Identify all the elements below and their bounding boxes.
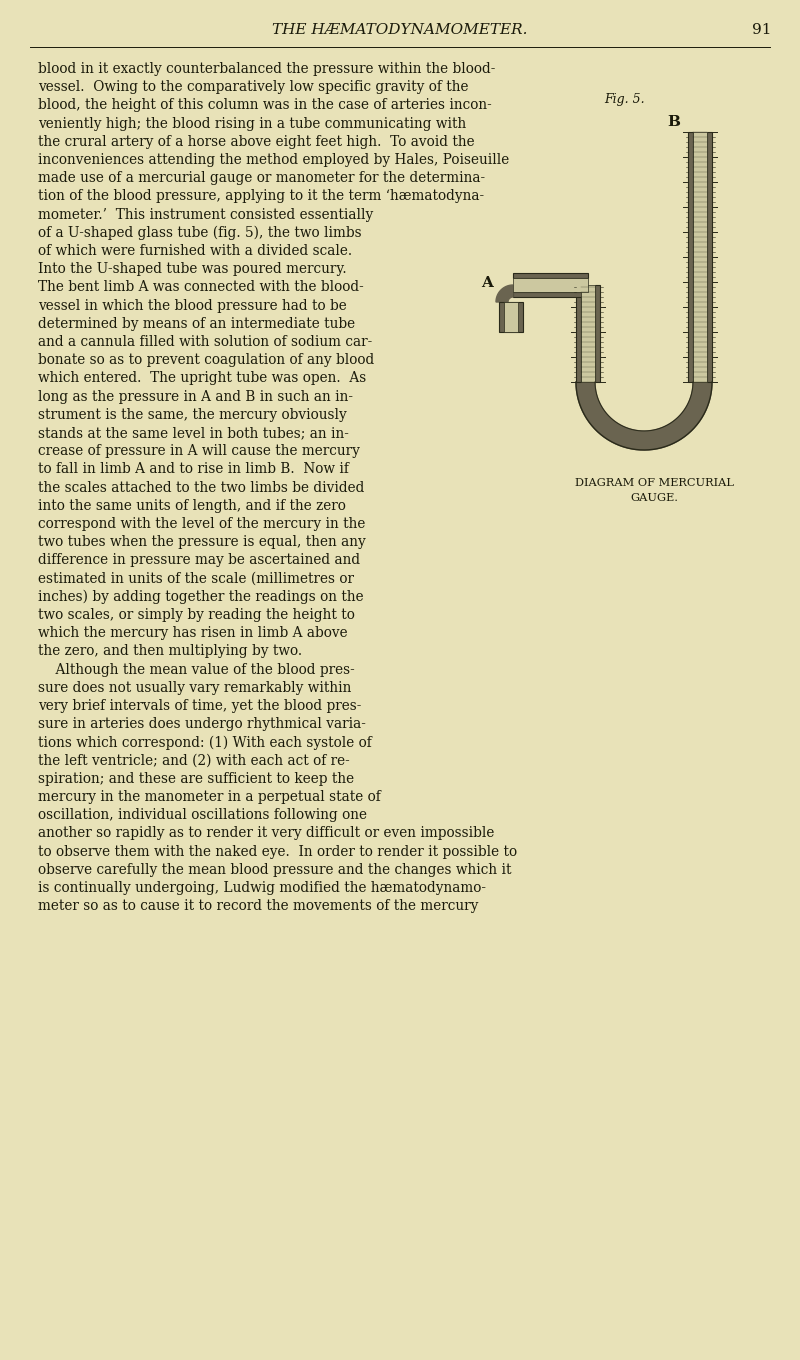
Text: mercury in the manometer in a perpetual state of: mercury in the manometer in a perpetual … [38, 790, 381, 804]
Text: long as the pressure in A and B in such an in-: long as the pressure in A and B in such … [38, 389, 353, 404]
Text: inches) by adding together the readings on the: inches) by adding together the readings … [38, 590, 364, 604]
Text: spiration; and these are sufficient to keep the: spiration; and these are sufficient to k… [38, 772, 354, 786]
Text: sure in arteries does undergo rhythmical varia-: sure in arteries does undergo rhythmical… [38, 717, 366, 732]
Text: oscillation, individual oscillations following one: oscillation, individual oscillations fol… [38, 808, 367, 823]
Text: into the same units of length, and if the zero: into the same units of length, and if th… [38, 499, 346, 513]
Bar [504, 302, 518, 332]
Text: crease of pressure in A will cause the mercury: crease of pressure in A will cause the m… [38, 445, 360, 458]
Text: strument is the same, the mercury obviously: strument is the same, the mercury obviou… [38, 408, 346, 422]
Text: meter so as to cause it to record the movements of the mercury: meter so as to cause it to record the mo… [38, 899, 478, 913]
Bar [688, 132, 693, 382]
Bar [707, 132, 712, 382]
Text: observe carefully the mean blood pressure and the changes which it: observe carefully the mean blood pressur… [38, 862, 511, 877]
Text: which the mercury has risen in limb A above: which the mercury has risen in limb A ab… [38, 626, 348, 641]
Text: made use of a mercurial gauge or manometer for the determina-: made use of a mercurial gauge or manomet… [38, 171, 485, 185]
Text: tion of the blood pressure, applying to it the term ‘hæmatodyna-: tion of the blood pressure, applying to … [38, 189, 484, 204]
Text: the zero, and then multiplying by two.: the zero, and then multiplying by two. [38, 645, 302, 658]
Bar [499, 302, 523, 332]
Text: THE HÆMATODYNAMOMETER.: THE HÆMATODYNAMOMETER. [272, 23, 528, 37]
Text: the crural artery of a horse above eight feet high.  To avoid the: the crural artery of a horse above eight… [38, 135, 474, 148]
Text: of a U-shaped glass tube (fig. 5), the two limbs: of a U-shaped glass tube (fig. 5), the t… [38, 226, 362, 241]
Text: Although the mean value of the blood pres-: Although the mean value of the blood pre… [38, 662, 354, 677]
Text: of which were furnished with a divided scale.: of which were furnished with a divided s… [38, 243, 352, 258]
Text: two scales, or simply by reading the height to: two scales, or simply by reading the hei… [38, 608, 355, 622]
Text: estimated in units of the scale (millimetres or: estimated in units of the scale (millime… [38, 571, 354, 586]
Bar [513, 292, 588, 296]
Bar [581, 286, 595, 382]
Text: determined by means of an intermediate tube: determined by means of an intermediate t… [38, 317, 355, 330]
Text: A: A [481, 276, 493, 290]
Text: difference in pressure may be ascertained and: difference in pressure may be ascertaine… [38, 554, 360, 567]
Bar [693, 132, 707, 382]
Text: another so rapidly as to render it very difficult or even impossible: another so rapidly as to render it very … [38, 827, 494, 840]
Text: and a cannula filled with solution of sodium car-: and a cannula filled with solution of so… [38, 335, 372, 350]
Text: DIAGRAM OF MERCURIAL
GAUGE.: DIAGRAM OF MERCURIAL GAUGE. [574, 477, 734, 503]
Text: stands at the same level in both tubes; an in-: stands at the same level in both tubes; … [38, 426, 349, 441]
Text: very brief intervals of time, yet the blood pres-: very brief intervals of time, yet the bl… [38, 699, 362, 713]
Text: veniently high; the blood rising in a tube communicating with: veniently high; the blood rising in a tu… [38, 117, 466, 131]
Text: B: B [667, 116, 680, 129]
Text: Fig. 5.: Fig. 5. [604, 94, 644, 106]
Text: two tubes when the pressure is equal, then any: two tubes when the pressure is equal, th… [38, 536, 366, 549]
Text: bonate so as to prevent coagulation of any blood: bonate so as to prevent coagulation of a… [38, 354, 374, 367]
Text: sure does not usually vary remarkably within: sure does not usually vary remarkably wi… [38, 681, 351, 695]
Bar [513, 273, 588, 277]
Text: to observe them with the naked eye.  In order to render it possible to: to observe them with the naked eye. In o… [38, 845, 517, 858]
Text: tions which correspond: (1) With each systole of: tions which correspond: (1) With each sy… [38, 736, 372, 749]
Text: which entered.  The upright tube was open.  As: which entered. The upright tube was open… [38, 371, 366, 385]
Text: vessel.  Owing to the comparatively low specific gravity of the: vessel. Owing to the comparatively low s… [38, 80, 469, 94]
Bar [513, 277, 588, 292]
Bar [595, 286, 600, 382]
Text: the scales attached to the two limbs be divided: the scales attached to the two limbs be … [38, 480, 364, 495]
Text: mometer.’  This instrument consisted essentially: mometer.’ This instrument consisted esse… [38, 208, 374, 222]
Text: inconveniences attending the method employed by Hales, Poiseuille: inconveniences attending the method empl… [38, 154, 510, 167]
Polygon shape [496, 286, 513, 302]
Text: The bent limb A was connected with the blood-: The bent limb A was connected with the b… [38, 280, 364, 294]
Text: Into the U-shaped tube was poured mercury.: Into the U-shaped tube was poured mercur… [38, 262, 346, 276]
Text: is continually undergoing, Ludwig modified the hæmatodynamo-: is continually undergoing, Ludwig modifi… [38, 881, 486, 895]
Text: 91: 91 [752, 23, 772, 37]
Text: vessel in which the blood pressure had to be: vessel in which the blood pressure had t… [38, 299, 346, 313]
Text: blood, the height of this column was in the case of arteries incon-: blood, the height of this column was in … [38, 98, 492, 113]
Polygon shape [576, 382, 712, 450]
Text: blood in it exactly counterbalanced the pressure within the blood-: blood in it exactly counterbalanced the … [38, 63, 495, 76]
Text: to fall in limb A and to rise in limb B.  Now if: to fall in limb A and to rise in limb B.… [38, 462, 349, 476]
Text: correspond with the level of the mercury in the: correspond with the level of the mercury… [38, 517, 366, 530]
Bar [576, 286, 581, 382]
Text: the left ventricle; and (2) with each act of re-: the left ventricle; and (2) with each ac… [38, 753, 350, 767]
